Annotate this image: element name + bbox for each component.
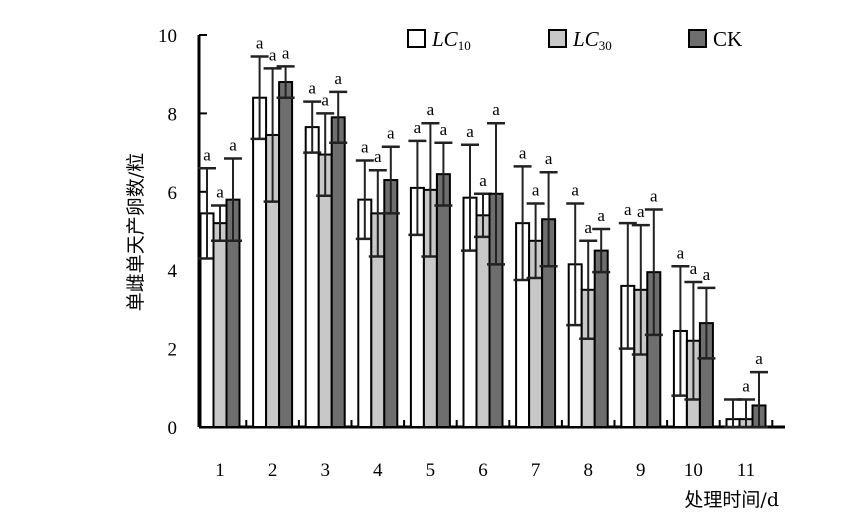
x-tick-label: 9 (636, 460, 646, 481)
x-tick-label: 6 (478, 460, 488, 481)
significance-label: a (361, 137, 369, 156)
significance-label: a (545, 149, 553, 168)
legend-label: LC30 (572, 27, 612, 53)
significance-label: a (334, 69, 342, 88)
significance-label: a (637, 202, 645, 221)
significance-label: a (269, 45, 277, 64)
significance-label: a (203, 145, 211, 164)
bars (198, 55, 768, 429)
x-tick-label: 8 (583, 460, 593, 481)
significance-label: a (492, 100, 500, 119)
significance-label: a (321, 90, 329, 109)
significance-label: a (466, 122, 474, 141)
legend-swatch (688, 29, 707, 48)
y-tick-label: 2 (168, 340, 178, 361)
bar (383, 179, 399, 428)
x-tick-label: 3 (320, 460, 330, 481)
legend-swatch (548, 29, 567, 48)
bar (278, 81, 294, 428)
significance-label: a (532, 181, 540, 200)
significance-label: a (216, 183, 224, 202)
legend-label: LC10 (431, 27, 471, 53)
x-tick-label: 10 (684, 460, 703, 481)
y-tick-label: 4 (168, 261, 178, 282)
x-tick-label: 2 (268, 460, 278, 481)
significance-label: a (414, 118, 422, 137)
significance-label: a (479, 171, 487, 190)
significance-label: a (229, 135, 237, 154)
significance-label: a (597, 206, 605, 225)
significance-label: a (282, 43, 290, 62)
bar (304, 126, 320, 429)
significance-label: a (690, 259, 698, 278)
significance-label: a (374, 147, 382, 166)
significance-label: a (755, 349, 763, 368)
x-tick-label: 4 (373, 460, 383, 481)
x-tick-label: 1 (215, 460, 225, 481)
bar (330, 116, 346, 428)
significance-label: a (703, 265, 711, 284)
x-tick-label: 7 (531, 460, 541, 481)
legend-swatch (407, 29, 426, 48)
bar (252, 96, 268, 428)
bar (475, 214, 491, 428)
significance-label: a (308, 79, 316, 98)
significance-label: a (387, 124, 395, 143)
significance-label: a (571, 181, 579, 200)
legend-label: CK (713, 27, 742, 51)
bar (435, 173, 451, 428)
legend: LC10 LC30 CK (407, 27, 742, 53)
y-tick-label: 0 (168, 418, 178, 439)
y-tick-label: 6 (168, 183, 178, 204)
significance-label: a (440, 120, 448, 139)
x-axis-title: 处理时间/d (684, 489, 779, 511)
significance-label: a (584, 218, 592, 237)
bar (212, 222, 228, 428)
y-axis-title: 单雌单天产卵数/粒 (125, 153, 147, 311)
significance-label: a (742, 377, 750, 396)
significance-label: a (650, 186, 658, 205)
y-tick-label: 10 (158, 26, 177, 47)
significance-label: a (624, 200, 632, 219)
significance-label: a (519, 143, 527, 162)
y-tick-label: 8 (168, 104, 178, 125)
x-tick-label: 11 (737, 460, 755, 481)
significance-label: a (677, 243, 685, 262)
bar (593, 249, 609, 428)
significance-label: a (427, 100, 435, 119)
significance-label: a (256, 34, 264, 53)
x-tick-label: 5 (426, 460, 436, 481)
